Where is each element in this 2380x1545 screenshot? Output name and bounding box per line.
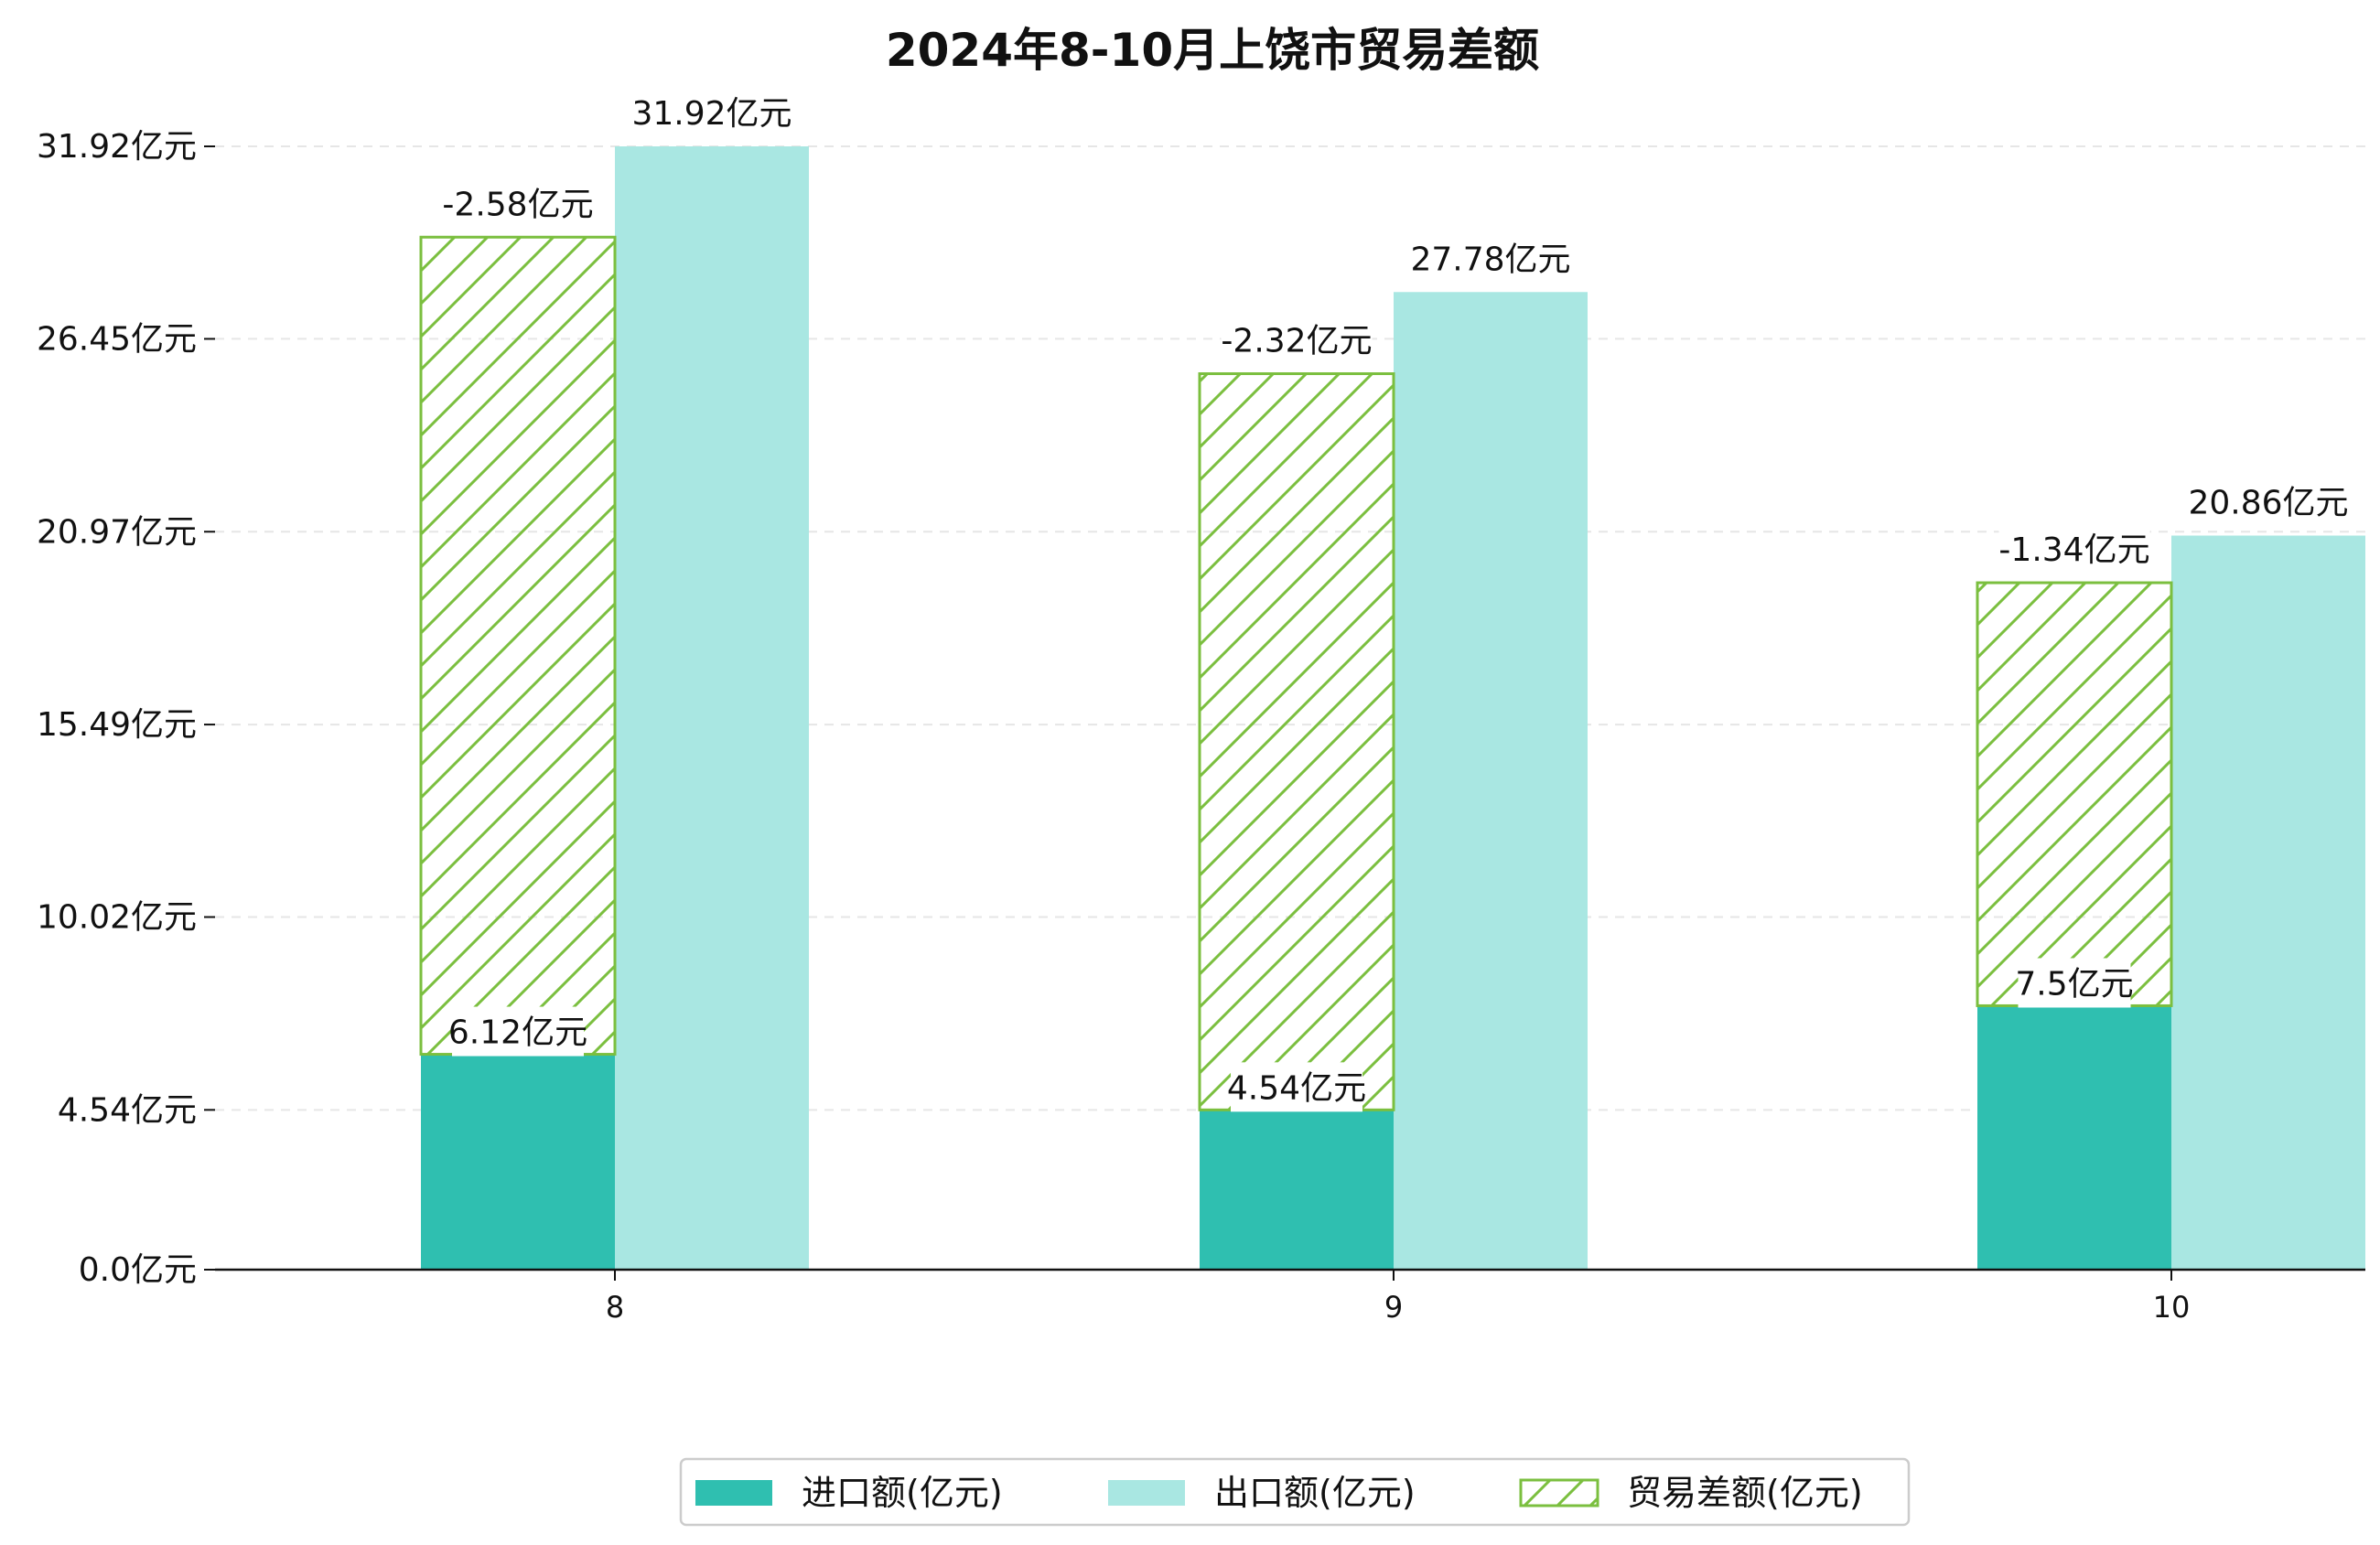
import-data-label-bg [1231, 1062, 1362, 1112]
import-data-label: 4.54亿元 [1227, 1069, 1366, 1107]
chart-title: 2024年8-10月上饶市贸易差额 [886, 24, 1539, 77]
trade-balance-bar [1198, 372, 1395, 1111]
export-data-label: 31.92亿元 [631, 95, 792, 133]
balance-data-label: -2.32亿元 [1221, 323, 1372, 360]
y-tick-label: 20.97亿元 [37, 513, 197, 551]
legend-export-swatch [1108, 1480, 1185, 1506]
export-bar [1394, 292, 1588, 1270]
legend-balance-swatch [1519, 1478, 1599, 1507]
axes: 0.0亿元 4.54亿元 10.02亿元 15.49亿元 20.97亿元 26.45亿元 3… [37, 128, 2365, 1325]
y-tick-label: 0.0亿元 [79, 1251, 197, 1289]
legend[interactable]: 进口额(亿元) 出口额(亿元) 贸易差额(亿元) [679, 1457, 1911, 1527]
import-bar [1200, 1110, 1394, 1270]
trade-balance-bar [419, 235, 617, 1057]
import-data-label: 6.12亿元 [448, 1014, 587, 1052]
export-data-label: 20.86亿元 [2188, 484, 2348, 521]
y-tick-label: 31.92亿元 [37, 128, 197, 166]
y-tick-label: 10.02亿元 [37, 899, 197, 937]
legend-export-label[interactable]: 出口额(亿元) [1214, 1473, 1416, 1513]
balance-data-label: -2.58亿元 [442, 186, 593, 223]
bars [419, 146, 2365, 1270]
legend-import-swatch [695, 1480, 772, 1506]
balance-data-label-bg [442, 178, 594, 229]
export-data-label-bg [1415, 233, 1567, 284]
y-tick-label: 4.54亿元 [58, 1091, 197, 1129]
balance-data-label-bg [1221, 315, 1373, 365]
trade-balance-bar [1976, 581, 2173, 1007]
legend-balance-label[interactable]: 贸易差额(亿元) [1627, 1473, 1863, 1513]
x-tick-label: 9 [1384, 1290, 1403, 1325]
import-data-label: 7.5亿元 [2015, 965, 2133, 1003]
export-bar [2171, 535, 2365, 1270]
export-data-label-bg [2192, 477, 2344, 527]
y-tick-label: 26.45亿元 [37, 320, 197, 358]
y-tick-label: 15.49亿元 [37, 706, 197, 744]
import-bar [1977, 1005, 2171, 1270]
balance-data-label-bg [1998, 524, 2150, 574]
import-data-label-bg [2018, 958, 2131, 1008]
legend-import-label[interactable]: 进口额(亿元) [802, 1473, 1003, 1513]
import-data-label-bg [452, 1006, 584, 1057]
export-data-label: 27.78亿元 [1410, 241, 1570, 278]
x-tick-label: 8 [606, 1290, 624, 1325]
balance-data-label: -1.34亿元 [1998, 531, 2149, 569]
legend-frame [679, 1457, 1911, 1527]
data-labels: 6.12亿元 -2.58亿元 31.92亿元 4.54亿元 -2.32亿元 27.78亿元… [442, 88, 2349, 1112]
x-tick-label: 10 [2153, 1290, 2191, 1325]
export-bar [615, 146, 809, 1270]
import-bar [421, 1054, 615, 1270]
export-data-label-bg [636, 88, 788, 137]
